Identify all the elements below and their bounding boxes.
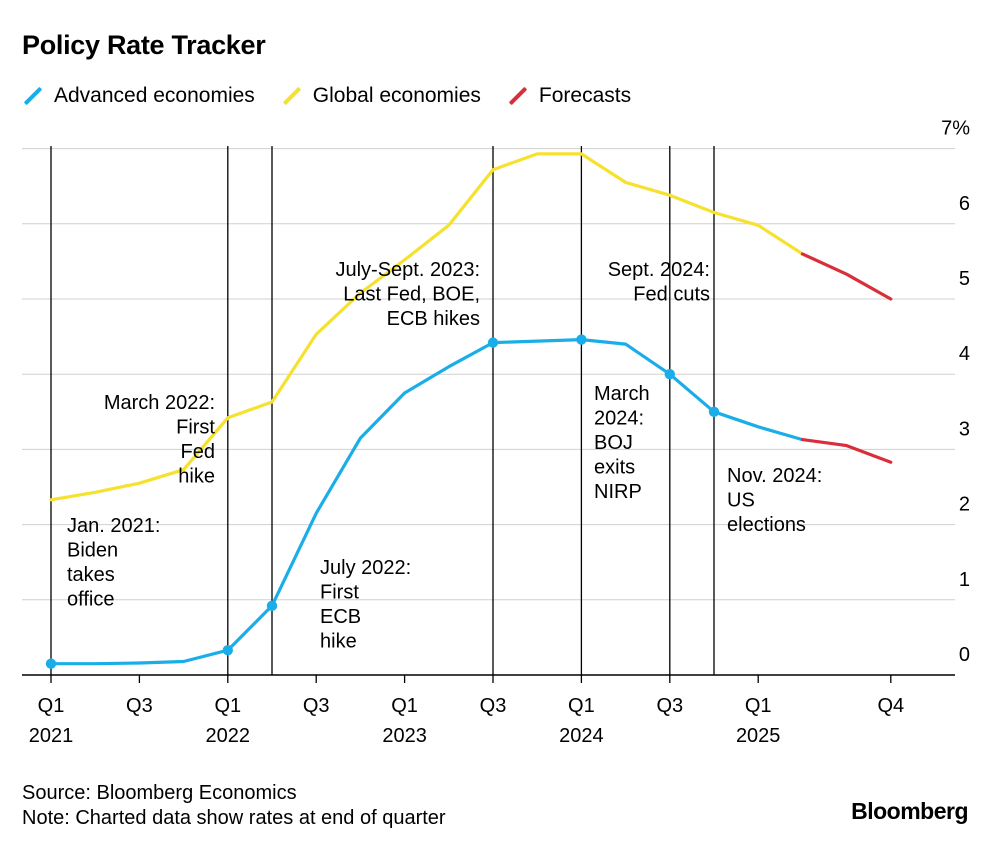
data-point-advanced-15 xyxy=(708,406,720,417)
y-tick-label-5: 5 xyxy=(959,268,970,290)
source-note: Source: Bloomberg Economics xyxy=(22,782,297,804)
event-annotation-1-line-3: hike xyxy=(178,466,215,488)
legend-label-global: Global economies xyxy=(312,84,481,107)
event-annotation-4-line-3: exits xyxy=(594,457,635,479)
event-annotation-4-line-4: NIRP xyxy=(594,481,642,503)
x-tick-quarter-1: Q3 xyxy=(126,695,153,717)
event-annotation-1-line-2: Fed xyxy=(181,441,215,463)
event-annotation-0-line-2: takes xyxy=(67,564,115,586)
event-annotation-6-line-1: US xyxy=(727,490,755,512)
event-annotation-0-line-0: Jan. 2021: xyxy=(67,515,160,537)
legend-label-advanced: Advanced economies xyxy=(54,84,255,107)
legend: Advanced economies Global economies Fore… xyxy=(22,84,657,108)
x-tick-quarter-6: Q1 xyxy=(568,695,595,717)
data-point-advanced-4 xyxy=(222,644,233,656)
forecast-line-advanced xyxy=(800,438,893,464)
legend-item-advanced: Advanced economies xyxy=(22,84,255,108)
event-annotation-3-line-0: July-Sept. 2023: xyxy=(335,259,480,281)
data-note: Note: Charted data show rates at end of … xyxy=(22,807,446,829)
y-tick-label-6: 6 xyxy=(959,193,970,215)
event-annotation-3-line-1: Last Fed, BOE, xyxy=(343,284,480,306)
x-tick-year-2: 2022 xyxy=(206,725,251,747)
event-annotation-2-line-0: July 2022: xyxy=(320,557,411,579)
series-line-global xyxy=(49,152,804,502)
y-tick-label-4: 4 xyxy=(959,343,970,365)
event-annotation-6-line-0: Nov. 2024: xyxy=(727,465,822,487)
event-annotation-3-line-2: ECB hikes xyxy=(387,308,480,330)
x-tick-quarter-0: Q1 xyxy=(38,695,65,717)
series-line-advanced xyxy=(49,338,804,666)
event-annotation-1-line-0: March 2022: xyxy=(104,392,215,414)
event-annotation-5-line-1: Fed cuts xyxy=(633,284,710,306)
event-annotation-4-line-0: March xyxy=(594,383,650,405)
data-point-advanced-14 xyxy=(664,369,675,380)
x-tick-quarter-7: Q3 xyxy=(656,695,683,717)
chart-footer: Source: Bloomberg Economics Note: Charte… xyxy=(22,781,446,831)
event-annotation-6-line-2: elections xyxy=(727,514,806,536)
event-annotation-5-line-0: Sept. 2024: xyxy=(608,259,710,281)
x-tick-year-4: 2023 xyxy=(382,725,427,747)
y-tick-label-1: 1 xyxy=(959,569,970,591)
y-tick-label-0: 0 xyxy=(959,644,970,666)
y-tick-label-3: 3 xyxy=(959,418,970,440)
event-annotation-4-line-2: BOJ xyxy=(594,432,633,454)
x-tick-quarter-9: Q4 xyxy=(877,695,904,717)
legend-item-global: Global economies xyxy=(281,84,481,108)
event-annotation-4-line-1: 2024: xyxy=(594,408,644,430)
forecast-line-global xyxy=(800,252,893,301)
event-annotation-2-line-1: First xyxy=(320,582,359,604)
x-tick-quarter-2: Q1 xyxy=(214,695,241,717)
x-tick-quarter-8: Q1 xyxy=(745,695,772,717)
x-tick-quarter-3: Q3 xyxy=(303,695,330,717)
legend-item-forecasts: Forecasts xyxy=(507,84,631,108)
data-point-advanced-0 xyxy=(45,658,57,669)
legend-label-forecasts: Forecasts xyxy=(538,84,632,107)
y-tick-label-7: 7% xyxy=(941,118,970,140)
data-point-advanced-5 xyxy=(266,600,278,612)
event-annotation-1-line-1: First xyxy=(176,417,215,439)
event-annotation-0-line-3: office xyxy=(67,589,114,611)
bloomberg-logo: Bloomberg xyxy=(851,798,968,824)
data-point-advanced-12 xyxy=(576,334,587,345)
y-tick-label-2: 2 xyxy=(959,494,970,516)
event-annotation-2-line-2: ECB xyxy=(320,606,361,628)
x-tick-year-0: 2021 xyxy=(29,725,74,747)
event-annotation-0-line-1: Biden xyxy=(67,540,118,562)
event-annotation-2-line-3: hike xyxy=(320,631,357,653)
data-point-advanced-10 xyxy=(487,337,499,348)
chart-title: Policy Rate Tracker xyxy=(22,30,266,60)
x-tick-year-6: 2024 xyxy=(559,725,604,747)
x-tick-year-8: 2025 xyxy=(736,725,781,747)
x-tick-quarter-5: Q3 xyxy=(480,695,507,717)
x-tick-quarter-4: Q1 xyxy=(391,695,418,717)
